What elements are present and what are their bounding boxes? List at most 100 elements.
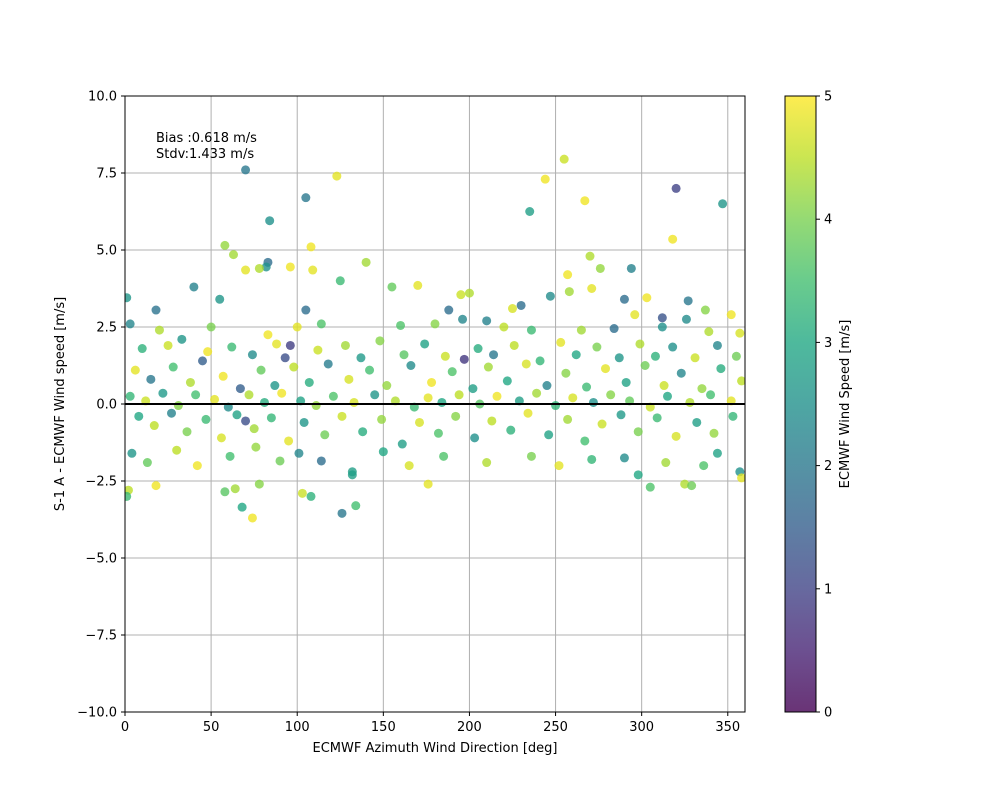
scatter-point xyxy=(230,484,240,494)
y-tick-label: 0.0 xyxy=(96,398,117,413)
scatter-point xyxy=(130,365,140,375)
scatter-point xyxy=(280,353,290,363)
scatter-point xyxy=(415,417,424,427)
scatter-point xyxy=(728,411,738,421)
scatter-point xyxy=(125,319,135,329)
scatter-point xyxy=(191,390,201,400)
x-axis-ticks: 0 50 100 150 200 250 300 350 xyxy=(121,712,740,735)
scatter-point xyxy=(468,384,478,394)
colorbar-tick-label: 1 xyxy=(824,582,832,597)
scatter-point xyxy=(716,364,726,374)
scatter-point xyxy=(633,427,643,437)
colorbar-tick-label: 0 xyxy=(824,706,832,721)
scatter-point xyxy=(399,350,409,360)
scatter-point xyxy=(306,242,316,252)
scatter-point xyxy=(690,353,700,363)
scatter-point xyxy=(284,436,294,446)
scatter-point xyxy=(185,377,195,387)
scatter-point xyxy=(337,411,347,421)
scatter-point xyxy=(423,393,433,403)
scatter-point xyxy=(413,280,423,290)
scatter-point xyxy=(597,419,607,429)
scatter-point xyxy=(229,250,238,260)
scatter-point xyxy=(542,381,552,391)
scatter-point xyxy=(154,325,164,335)
scatter-point xyxy=(697,384,707,394)
scatter-point xyxy=(640,361,650,370)
scatter-point xyxy=(397,439,407,449)
x-tick-label: 200 xyxy=(457,720,482,735)
scatter-point xyxy=(451,411,461,421)
scatter-point xyxy=(323,359,333,369)
scatter-point xyxy=(218,371,228,381)
scatter-point xyxy=(595,263,605,273)
scatter-point xyxy=(659,381,669,391)
scatter-point xyxy=(254,479,264,489)
scatter-point xyxy=(712,448,722,458)
y-tick-label: 2.5 xyxy=(96,321,117,336)
scatter-point xyxy=(227,342,237,352)
scatter-point xyxy=(454,390,464,400)
scatter-point xyxy=(564,287,574,297)
scatter-point xyxy=(192,461,202,471)
scatter-point xyxy=(440,351,450,361)
colorbar-tick-label: 3 xyxy=(824,336,832,351)
colorbar-tick-label: 5 xyxy=(824,90,832,105)
bias-annotation: Bias :0.618 m/s xyxy=(156,131,257,146)
scatter-point xyxy=(482,458,492,468)
scatter-point xyxy=(232,410,242,420)
scatter-point xyxy=(692,417,702,427)
scatter-point xyxy=(308,265,318,275)
scatter-point xyxy=(244,390,254,400)
scatter-point xyxy=(203,347,213,357)
scatter-point xyxy=(676,368,686,378)
scatter-point xyxy=(737,473,745,483)
scatter-point xyxy=(609,324,619,334)
colorbar-tick-label: 4 xyxy=(824,213,832,228)
scatter-point xyxy=(712,340,722,350)
scatter-point xyxy=(458,314,468,324)
x-tick-label: 150 xyxy=(371,720,396,735)
scatter-point xyxy=(668,234,678,244)
y-tick-label: −7.5 xyxy=(85,629,117,644)
scatter-point xyxy=(687,481,697,491)
scatter-point xyxy=(568,393,578,403)
scatter-point xyxy=(430,319,440,329)
scatter-point xyxy=(619,453,629,463)
scatter-point xyxy=(313,345,323,355)
x-tick-label: 250 xyxy=(543,720,568,735)
scatter-point xyxy=(297,488,307,498)
scatter-point xyxy=(163,340,173,350)
scatter-point xyxy=(344,374,354,384)
scatter-point xyxy=(206,322,216,332)
scatter-points xyxy=(125,154,745,523)
scatter-point xyxy=(225,451,235,461)
scatter-point xyxy=(285,262,295,272)
scatter-point xyxy=(370,390,380,400)
scatter-point xyxy=(378,447,388,457)
scatter-point xyxy=(630,310,640,320)
scatter-point xyxy=(177,334,187,344)
scatter-point xyxy=(285,340,295,350)
scatter-point xyxy=(137,344,147,354)
scatter-point xyxy=(587,454,597,464)
scatter-point xyxy=(606,390,616,400)
scatter-point xyxy=(544,430,554,440)
scatter-point xyxy=(423,479,433,489)
scatter-point xyxy=(685,397,695,407)
scatter-point xyxy=(377,414,387,424)
scatter-point xyxy=(125,293,132,303)
scatter-point xyxy=(256,365,266,375)
scatter-point xyxy=(146,374,156,384)
scatter-point xyxy=(526,325,536,335)
scatter-point xyxy=(657,322,667,332)
scatter-point xyxy=(592,342,602,352)
scatter-point xyxy=(167,408,176,418)
scatter-point xyxy=(483,362,493,372)
scatter-point xyxy=(311,401,321,411)
scatter-point xyxy=(220,240,230,250)
scatter-point xyxy=(642,293,652,303)
scatter-point xyxy=(473,344,483,354)
scatter-point xyxy=(241,265,251,275)
scatter-point xyxy=(621,377,631,387)
